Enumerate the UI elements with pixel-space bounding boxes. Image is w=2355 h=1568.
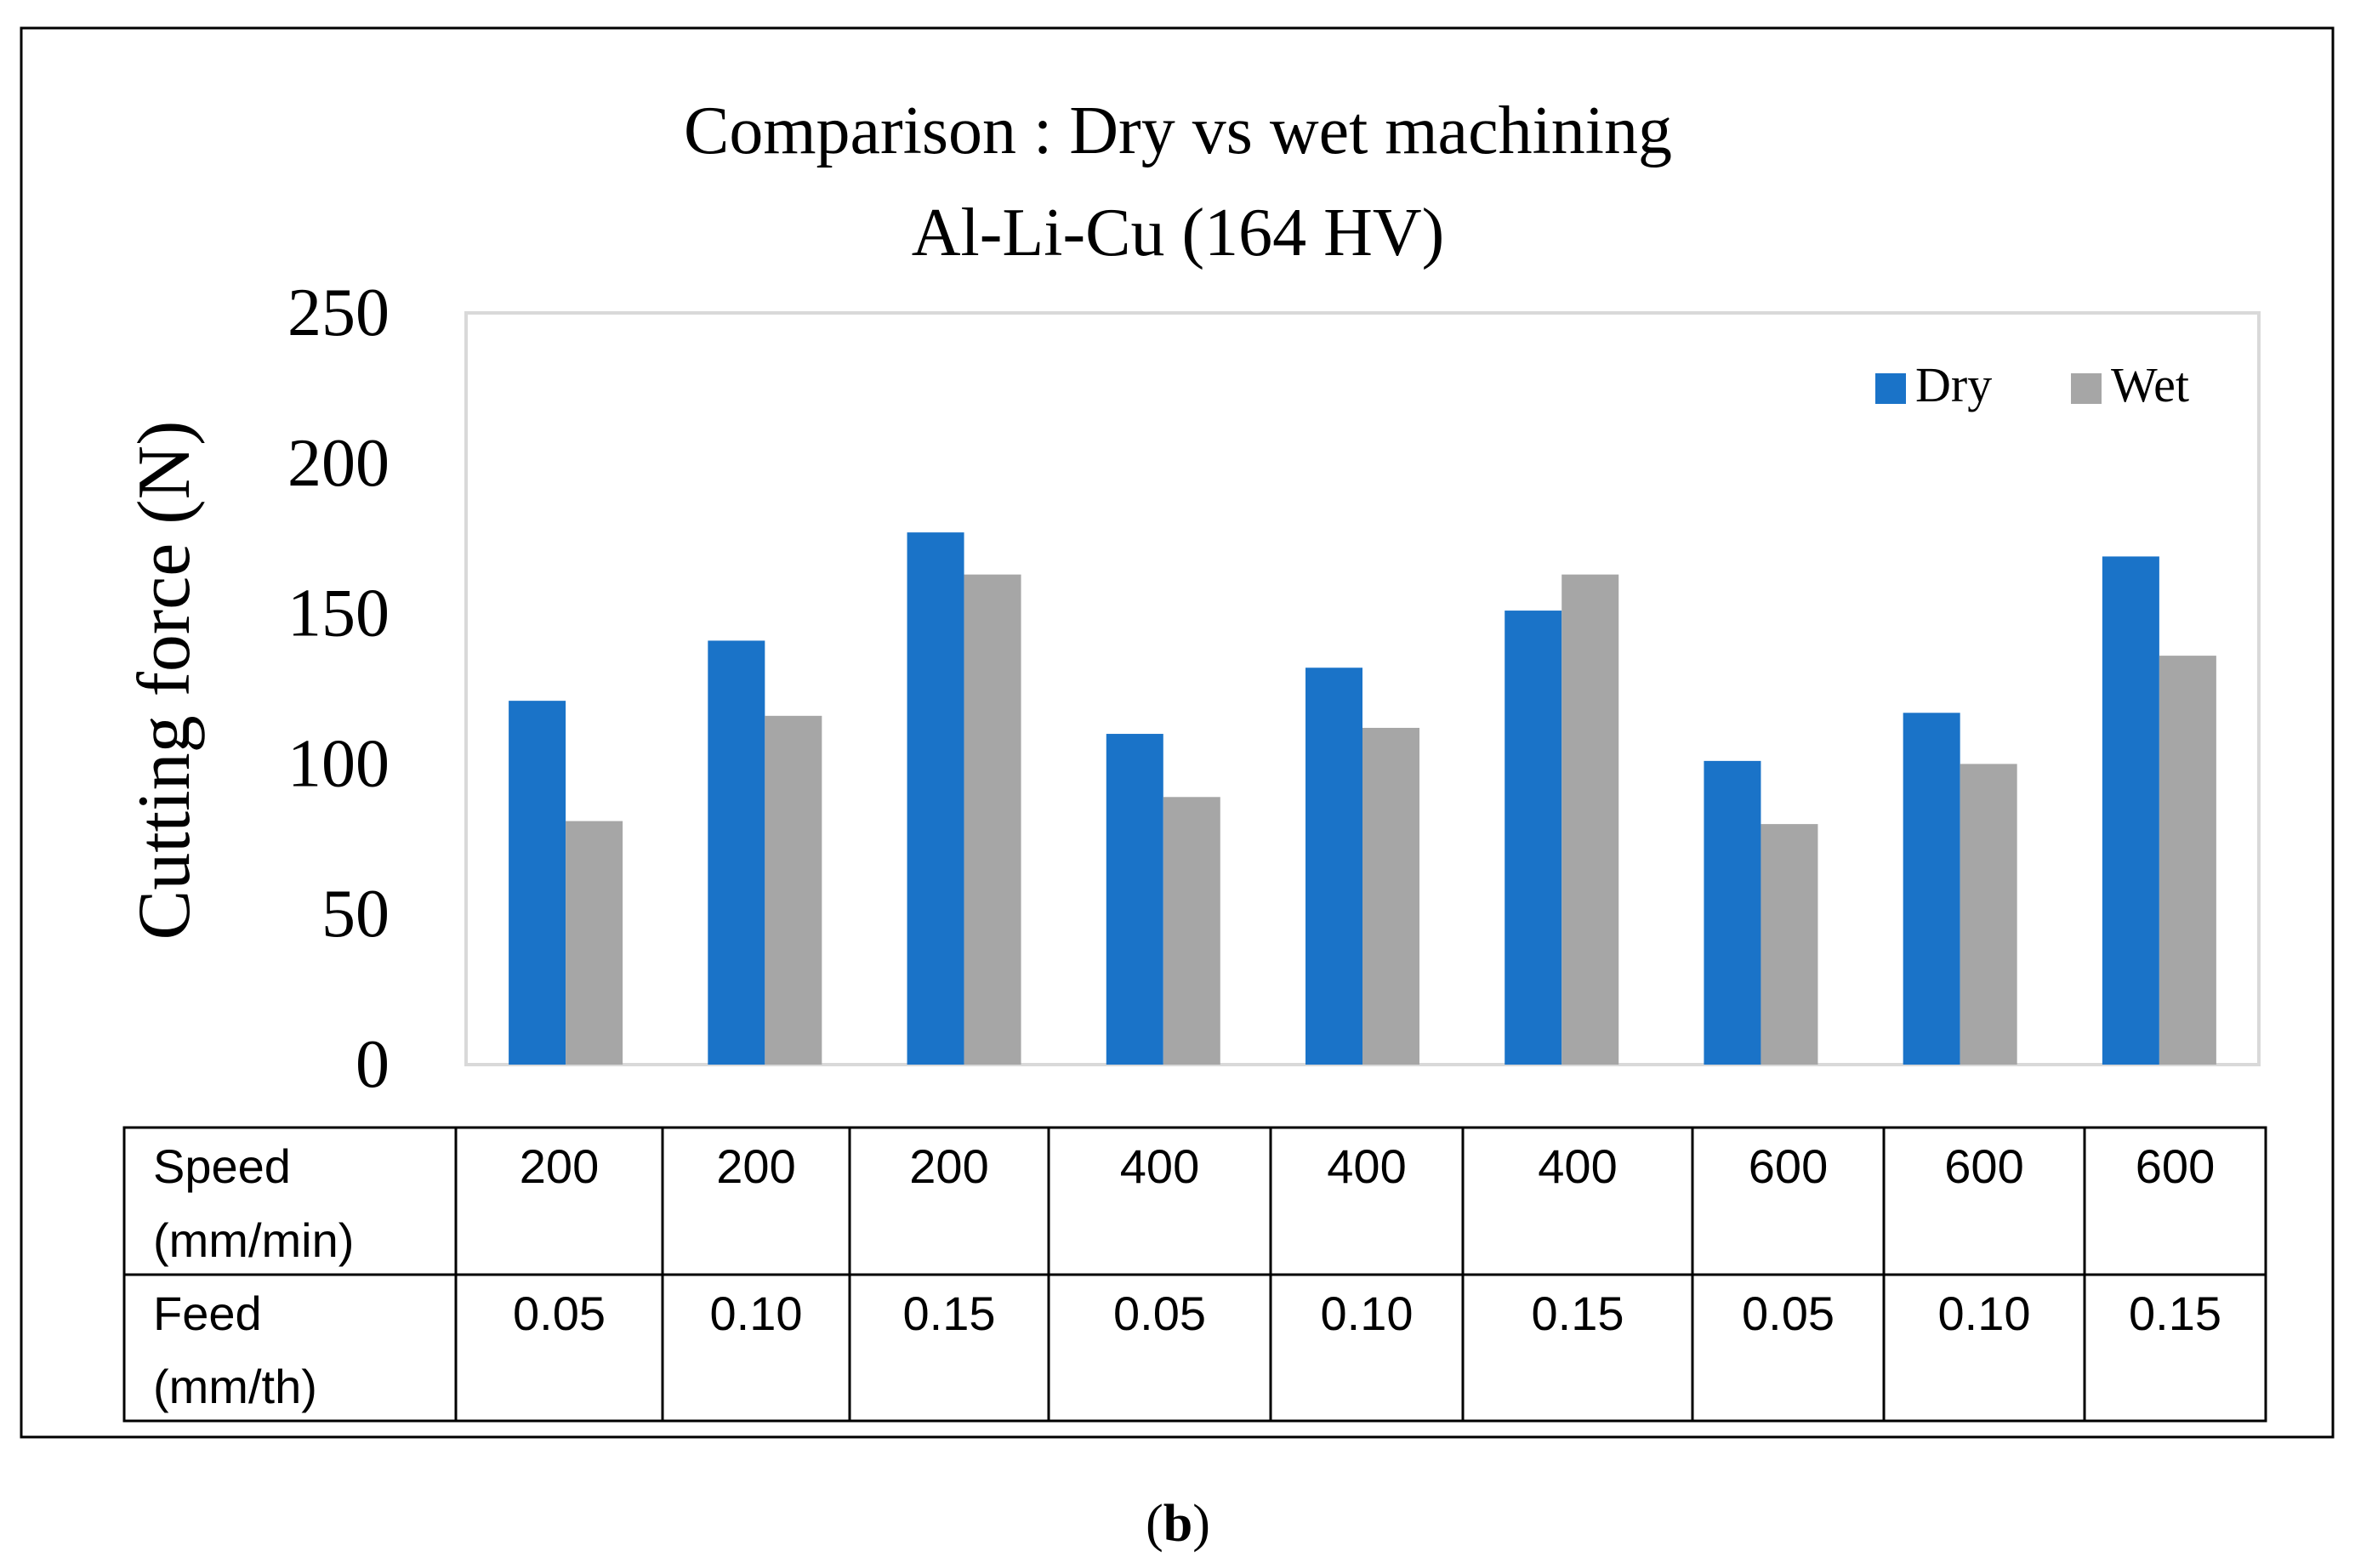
speed-label: Speed	[153, 1139, 291, 1193]
feed-value: 0.15	[903, 1287, 996, 1340]
feed-value: 0.15	[1532, 1287, 1624, 1340]
speed-value: 200	[520, 1139, 599, 1193]
chart-subtitle: Al-Li-Cu (164 HV)	[912, 196, 1445, 270]
bar-dry	[1704, 760, 1761, 1065]
y-tick-labels: 0 50 100 150 200 250	[287, 276, 390, 1102]
bar-dry	[1505, 611, 1562, 1065]
bar-wet	[1362, 727, 1419, 1065]
bar-dry	[1106, 734, 1163, 1065]
figure-label-close: )	[1192, 1495, 1210, 1553]
y-tick-label: 200	[287, 426, 390, 501]
speed-unit: (mm/min)	[153, 1213, 354, 1267]
legend-swatch-dry	[1875, 373, 1906, 404]
bar-dry	[907, 532, 964, 1065]
feed-value: 0.05	[1742, 1287, 1835, 1340]
figure-label-open: (	[1146, 1495, 1163, 1553]
feed-unit: (mm/th)	[153, 1360, 317, 1413]
feed-value: 0.10	[1321, 1287, 1414, 1340]
speed-value: 400	[1120, 1139, 1199, 1193]
legend-label-dry: Dry	[1915, 357, 1992, 412]
speed-value: 400	[1538, 1139, 1617, 1193]
bar-wet	[566, 821, 623, 1065]
chart-title: Comparison : Dry vs wet machining	[684, 94, 1672, 168]
speed-value: 600	[1944, 1139, 2023, 1193]
legend-label-wet: Wet	[2111, 357, 2189, 412]
y-tick-label: 50	[321, 877, 390, 952]
y-tick-label: 0	[356, 1027, 390, 1102]
y-axis-label: Cutting force (N)	[123, 421, 206, 940]
y-tick-label: 100	[287, 726, 390, 801]
feed-value: 0.10	[710, 1287, 803, 1340]
speed-value: 200	[716, 1139, 795, 1193]
figure-label-letter: b	[1163, 1495, 1192, 1553]
parameter-table: Speed (mm/min) Feed (mm/th) 200 200 200 400…	[122, 1126, 2267, 1423]
bar-wet	[1960, 764, 2017, 1065]
legend: Dry Wet	[1875, 357, 2189, 412]
y-tick-label: 150	[287, 577, 390, 651]
feed-value: 0.10	[1938, 1287, 2031, 1340]
table-cells: 200 200 200 400 400 400 600 600 600 0.05 0.10 0.15 0…	[454, 1128, 2221, 1421]
feed-value: 0.05	[1113, 1287, 1206, 1340]
bar-dry	[509, 701, 566, 1065]
feed-label: Feed	[153, 1287, 262, 1340]
legend-swatch-wet	[2071, 373, 2102, 404]
bar-wet	[1761, 824, 1818, 1065]
bar-wet	[765, 715, 822, 1065]
bars	[509, 532, 2216, 1065]
speed-value: 600	[1749, 1139, 1828, 1193]
bar-dry	[708, 640, 765, 1065]
speed-value: 400	[1327, 1139, 1406, 1193]
bar-dry	[1305, 668, 1362, 1065]
speed-value: 200	[909, 1139, 988, 1193]
bar-dry	[2102, 556, 2159, 1065]
speed-value: 600	[2136, 1139, 2215, 1193]
bar-wet	[964, 574, 1021, 1065]
figure-label: (b)	[1146, 1495, 1210, 1553]
bar-dry	[1903, 713, 1960, 1065]
bar-wet	[1163, 797, 1220, 1065]
y-tick-label: 250	[287, 276, 390, 350]
feed-value: 0.05	[513, 1287, 606, 1340]
feed-value: 0.15	[2129, 1287, 2221, 1340]
bar-wet	[2159, 656, 2216, 1065]
bar-wet	[1561, 574, 1619, 1065]
